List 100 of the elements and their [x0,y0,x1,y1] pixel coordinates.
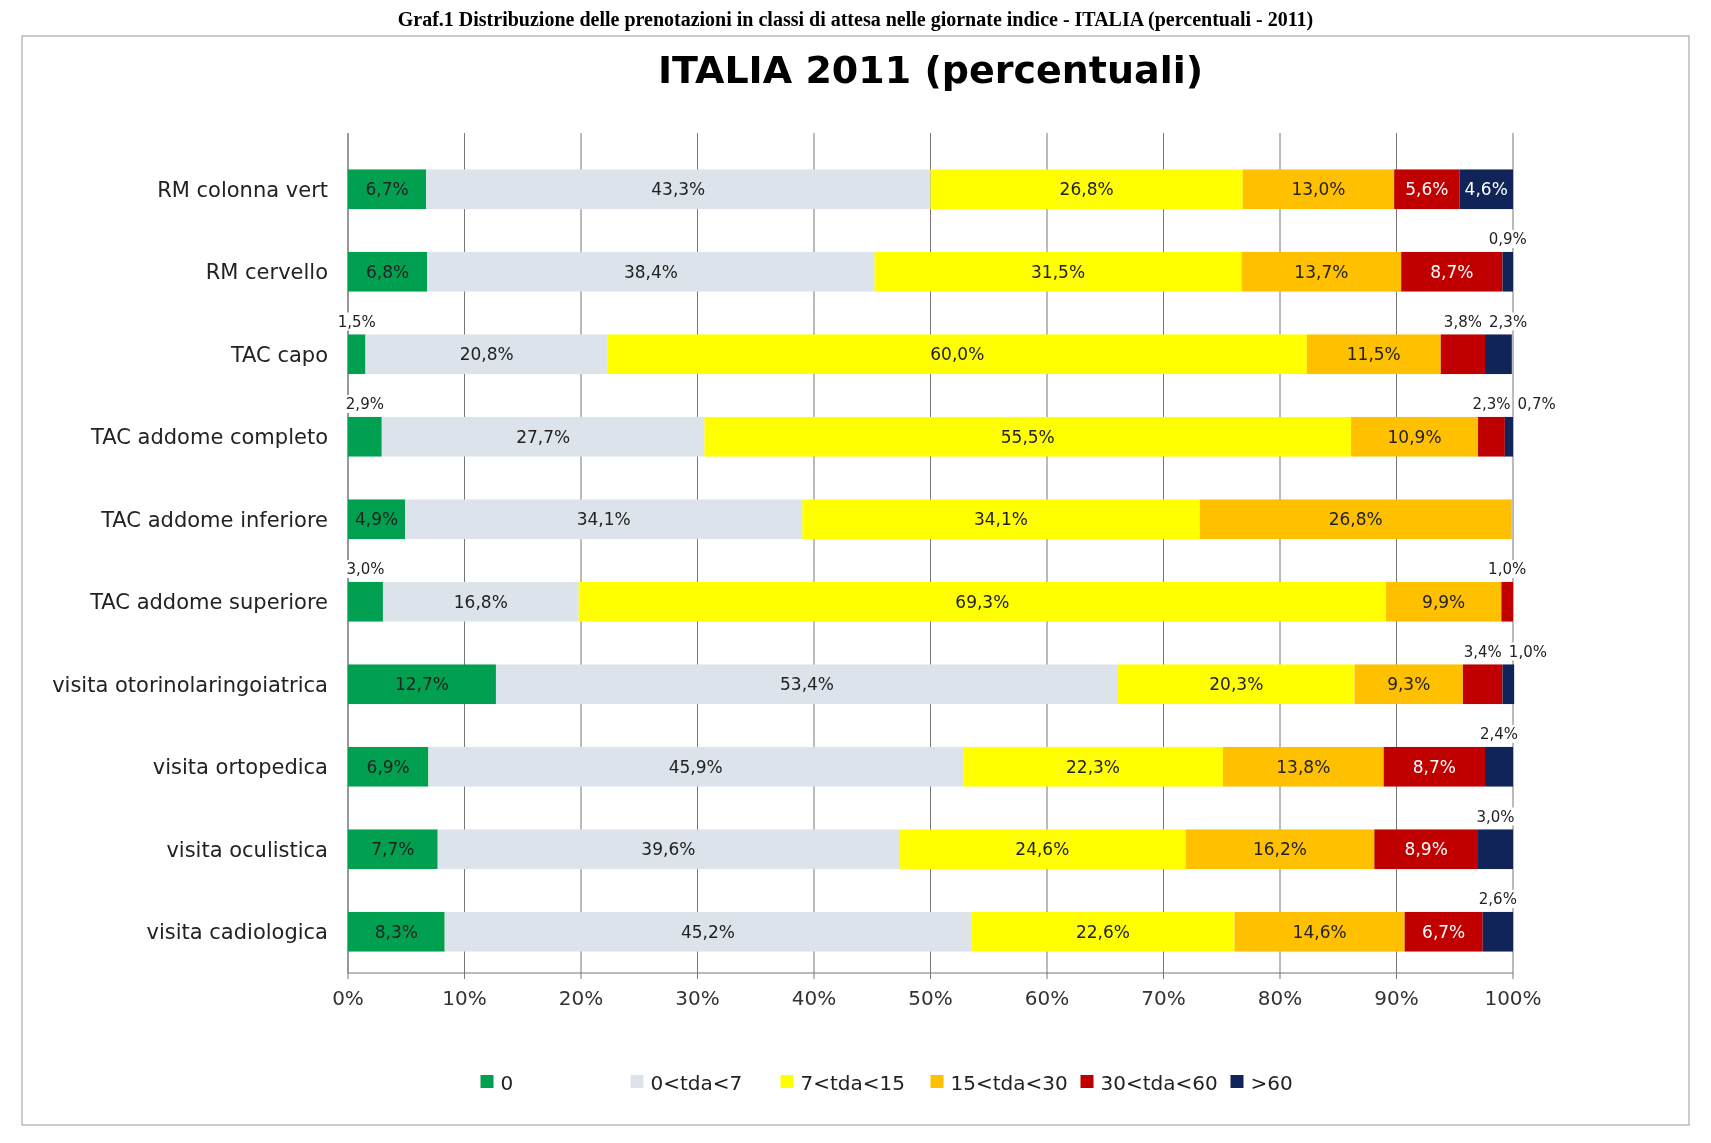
bar [1501,581,1513,622]
chart-title: ITALIA 2011 (percentuali) [657,48,1204,92]
data-label: 3,8% [1443,312,1482,331]
bar [427,251,875,292]
bar [1401,251,1503,292]
data-label: 38,4% [623,261,678,282]
y-tick-label: TAC addome inferiore [100,507,328,532]
bar [1383,746,1486,787]
data-label: 1,5% [337,312,376,331]
bar [437,829,900,870]
y-tick-label: TAC capo [229,342,328,367]
x-tick-label: 80% [1257,986,1303,1010]
bar [1354,664,1463,705]
data-label: 9,3% [1387,674,1431,695]
bar [1478,829,1513,870]
y-tick-label: TAC addome superiore [89,590,328,615]
bar [348,581,383,622]
bar [1440,334,1486,375]
data-label: 6,7% [365,179,409,200]
data-label: 2,4% [1479,725,1519,744]
bar [1185,829,1375,870]
data-label: 2,3% [1472,395,1511,414]
x-tick-label: 10% [442,986,487,1010]
data-label: 34,1% [576,509,631,530]
y-tick-label: visita cadiologica [146,920,328,945]
x-tick-label: 30% [675,986,720,1010]
bar [444,911,972,952]
data-label: 43,3% [651,179,706,200]
x-tick-label: 60% [1024,986,1070,1010]
data-label: 45,9% [668,756,723,777]
data-label: 13,0% [1291,179,1346,200]
data-label: 6,9% [366,756,410,777]
data-label: 20,8% [459,344,514,365]
bar [1386,581,1502,622]
bar [1504,416,1513,457]
bar [1241,251,1402,292]
x-tick-label: 70% [1141,986,1186,1010]
data-label: 8,9% [1404,839,1448,860]
bar [405,499,803,540]
data-label: 1,0% [1508,642,1547,661]
data-label: 55,5% [1000,426,1055,447]
data-label: 14,6% [1292,921,1347,942]
data-label: 3,0% [1476,807,1515,826]
bar [1482,911,1513,952]
data-label: 8,7% [1412,756,1456,777]
legend-label: 0 [500,1071,514,1095]
bar [1478,416,1505,457]
data-label: 39,6% [641,839,696,860]
data-label: 27,7% [516,426,571,447]
chart-subtitle: Graf.1 Distribuzione delle prenotazioni in classi di attesa nelle giornate indice - ITALIA (percentuali - 2011) [397,8,1314,31]
data-label: 60,0% [930,344,985,365]
data-label: 16,2% [1252,839,1308,860]
data-label: 11,5% [1346,344,1401,365]
bar [382,581,579,622]
x-tick-label: 40% [791,986,837,1010]
data-label: 12,7% [394,674,449,695]
data-label: 2,6% [1478,890,1517,909]
bar [1462,664,1503,705]
data-label: 2,9% [345,395,384,414]
data-label: 16,8% [453,591,508,612]
bar [1404,911,1483,952]
bar [495,664,1119,705]
data-label: 10,9% [1387,426,1442,447]
data-label: 53,4% [780,674,835,695]
data-label: 8,3% [374,921,418,942]
bar [348,829,438,870]
bar [348,416,382,457]
x-tick-label: 0% [332,986,364,1010]
data-label: 1,0% [1488,560,1527,579]
bar [348,251,428,292]
data-label: 24,6% [1015,839,1070,860]
bar [1394,169,1460,210]
data-label: 13,8% [1276,756,1331,777]
data-label: 5,6% [1405,179,1449,200]
bar [963,746,1223,787]
y-tick-label: visita ortopedica [152,755,328,780]
bar [1306,334,1441,375]
bar [1502,664,1515,705]
bar [607,334,1307,375]
bar [1485,334,1512,375]
data-label: 22,6% [1075,921,1130,942]
y-tick-label: visita otorinolaringoiatrica [52,672,328,697]
data-label: 22,3% [1066,756,1121,777]
bar [1502,251,1514,292]
bar [348,664,496,705]
data-label: 20,3% [1209,674,1264,695]
data-label: 7,7% [371,839,415,860]
data-label: 26,8% [1059,179,1114,200]
bar [1222,746,1384,787]
bar [1118,664,1355,705]
data-label: 26,8% [1328,509,1383,530]
y-tick-label: RM cervello [205,260,328,285]
data-label: 3,4% [1463,642,1502,661]
data-label: 4,9% [354,509,399,530]
data-label: 6,8% [366,261,410,282]
bar [578,581,1387,622]
x-tick-label: 100% [1484,986,1542,1010]
bar [971,911,1235,952]
data-label: 3,0% [346,560,385,579]
bar [348,746,429,787]
